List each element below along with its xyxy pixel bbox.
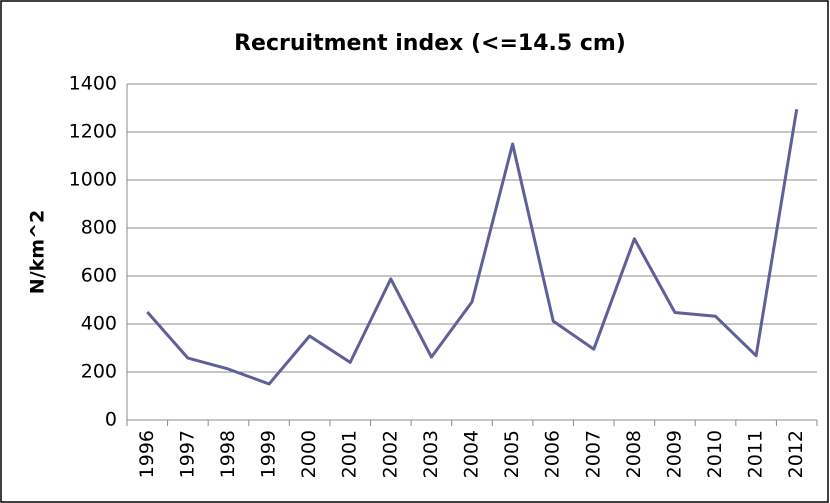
x-tick-label: 2008 <box>623 430 645 478</box>
y-tick-label: 200 <box>81 361 117 383</box>
x-tick-label: 2005 <box>501 430 523 478</box>
x-tick-label: 1997 <box>176 430 198 478</box>
y-tick-label: 1200 <box>69 121 117 143</box>
x-tick-label: 2011 <box>745 430 767 478</box>
y-tick-label: 600 <box>81 265 117 287</box>
x-tick-label: 2009 <box>663 430 685 478</box>
y-tick-label: 400 <box>81 313 117 335</box>
y-tick-label: 1000 <box>69 169 117 191</box>
chart-title: Recruitment index (<=14.5 cm) <box>234 31 626 56</box>
x-tick-label: 1998 <box>217 430 239 478</box>
x-tick-label: 1996 <box>136 430 158 478</box>
y-axis-label: N/km^2 <box>27 210 49 294</box>
x-tick-label: 2007 <box>582 430 604 478</box>
data-line <box>146 108 799 386</box>
x-tick-label: 2010 <box>704 430 726 478</box>
x-tick-label: 2006 <box>542 430 564 478</box>
x-tick-label: 2004 <box>461 430 483 478</box>
y-tick-label: 800 <box>81 217 117 239</box>
x-tick-label: 2012 <box>785 430 807 478</box>
x-tick-label: 2001 <box>339 430 361 478</box>
x-tick-label: 2002 <box>379 430 401 478</box>
y-tick-label: 1400 <box>69 73 117 95</box>
x-tick-label: 2000 <box>298 430 320 478</box>
x-tick-label: 2003 <box>420 430 442 478</box>
y-tick-label: 0 <box>105 409 117 431</box>
x-tick-label: 1999 <box>258 430 280 478</box>
